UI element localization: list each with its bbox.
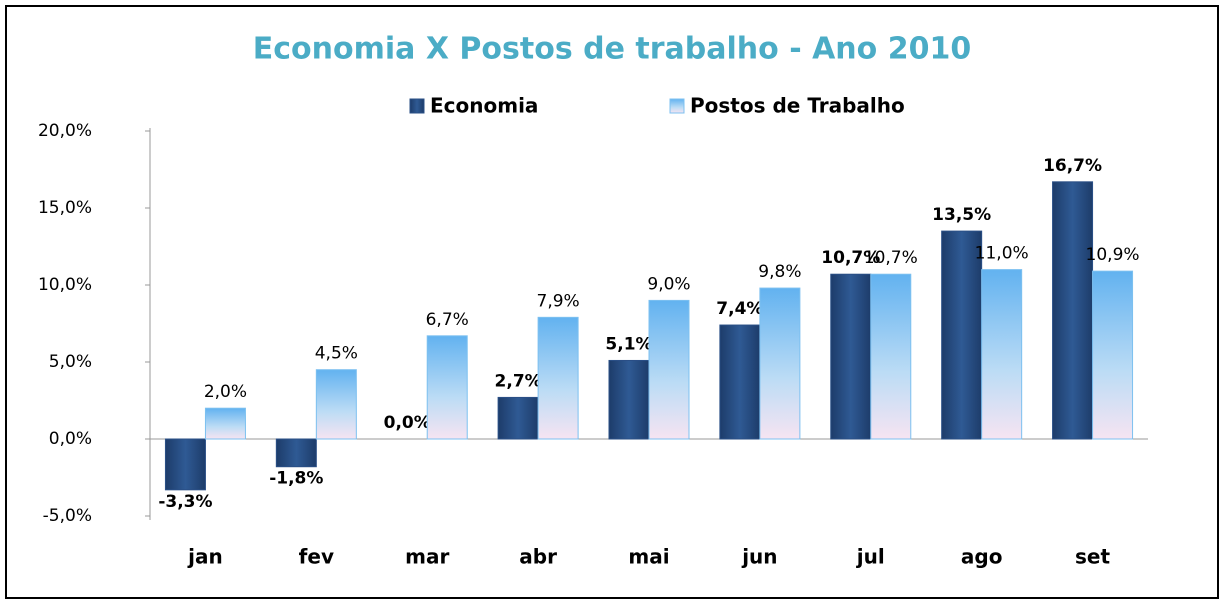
bar [719,324,761,440]
bar [1052,181,1094,440]
data-label: 5,1% [605,334,652,354]
y-tick-label: 0,0% [49,429,92,449]
y-tick-label: 5,0% [49,352,92,372]
x-tick-label: mar [405,545,449,569]
bar [608,359,650,440]
y-tick-label: 10,0% [38,275,92,295]
bar [164,438,206,491]
y-tick-label: -5,0% [43,506,92,526]
data-label: 9,8% [758,262,801,282]
data-label: 0,0% [384,413,431,433]
data-label: 11,0% [975,244,1029,264]
data-label: 10,7% [821,248,880,268]
legend-swatch [409,98,425,114]
legend-label: Economia [430,94,538,118]
bar [315,369,357,440]
bar [537,316,579,440]
legend-swatch [669,98,685,114]
data-label: 2,7% [495,371,542,391]
data-label: 6,7% [426,310,469,330]
bar [1092,270,1134,440]
data-label: 7,4% [716,299,763,319]
bar [648,299,690,440]
bar [275,438,317,468]
bar [497,396,539,440]
x-tick-label: set [1075,545,1110,569]
x-tick-label: jan [187,545,223,569]
data-label: 7,9% [537,291,580,311]
bar [830,273,872,440]
data-label: 10,9% [1086,245,1140,265]
bar [981,269,1023,440]
bar [870,273,912,440]
data-label: 2,0% [204,382,247,402]
data-label: 10,7% [864,248,918,268]
x-tick-label: jul [856,545,885,569]
data-label: 4,5% [315,344,358,364]
data-label: -1,8% [269,469,323,489]
bar [204,407,246,440]
x-tick-label: ago [961,545,1003,569]
x-tick-label: fev [299,545,334,569]
data-label: -3,3% [158,492,212,512]
data-label: 16,7% [1043,156,1102,176]
bar [759,287,801,440]
x-tick-label: abr [519,545,557,569]
bar [426,335,468,440]
data-label: 9,0% [647,274,690,294]
y-tick-label: 15,0% [38,198,92,218]
chart-title: Economia X Postos de trabalho - Ano 2010 [253,32,971,67]
x-tick-label: mai [628,545,669,569]
data-label: 13,5% [932,205,991,225]
legend-label: Postos de Trabalho [690,94,905,118]
y-tick-label: 20,0% [38,121,92,141]
x-tick-label: jun [741,545,777,569]
